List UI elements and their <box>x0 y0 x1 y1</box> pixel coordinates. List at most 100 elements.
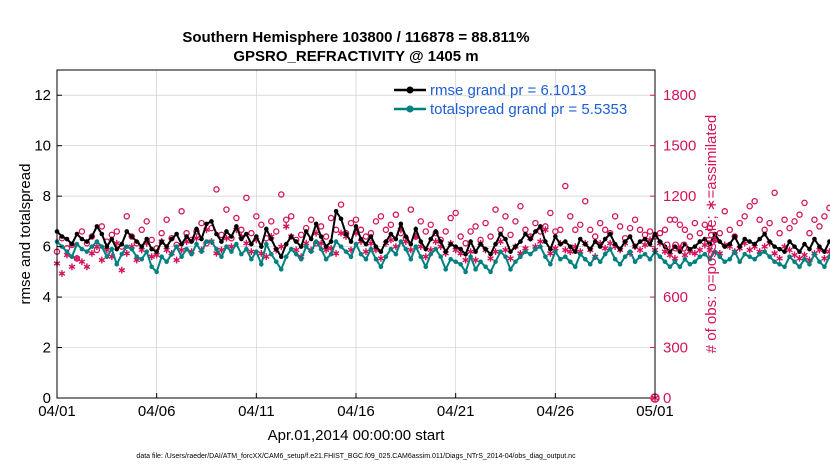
rmse-point <box>99 231 105 237</box>
possible-obs-point <box>138 226 145 234</box>
totalspread-point <box>577 251 583 257</box>
possible-obs-point <box>741 213 748 220</box>
totalspread-point <box>518 254 523 260</box>
totalspread-point <box>119 251 125 257</box>
possible-obs-point <box>282 216 290 223</box>
possible-obs-point <box>557 226 564 234</box>
x-tick-label: 04/01 <box>38 403 76 420</box>
rmse-point <box>807 246 812 252</box>
possible-obs-point <box>322 233 330 240</box>
possible-obs-point <box>158 229 165 237</box>
rmse-point <box>757 236 762 242</box>
possible-obs-point <box>297 231 305 239</box>
rmse-point <box>712 231 718 237</box>
rmse-point <box>817 244 822 249</box>
totalspread-line <box>56 239 830 275</box>
rmse-point <box>383 239 389 244</box>
possible-obs-point <box>223 206 230 213</box>
rmse-point <box>473 249 478 254</box>
totalspread-point <box>428 251 434 257</box>
rmse-point <box>612 241 618 247</box>
rmse-point <box>398 221 404 227</box>
possible-obs-point <box>751 197 758 205</box>
rmse-point <box>662 244 668 249</box>
rmse-point <box>293 239 299 244</box>
totalspread-point <box>134 254 140 260</box>
rmse-point <box>448 241 453 247</box>
totalspread-point <box>273 259 279 265</box>
possible-obs-point <box>686 233 694 240</box>
rmse-point <box>234 224 239 229</box>
possible-obs-point <box>746 202 753 210</box>
assimilated-obs-point <box>98 256 106 264</box>
assimilated-obs-point <box>746 246 753 254</box>
rmse-point <box>523 231 528 237</box>
rmse-point <box>119 241 125 247</box>
left-tick-label: 8 <box>43 188 51 205</box>
possible-obs-point <box>372 218 380 225</box>
totalspread-point <box>184 246 189 252</box>
rmse-point <box>179 241 184 247</box>
possible-obs-point <box>467 228 474 235</box>
rmse-point <box>617 246 623 252</box>
totalspread-point <box>642 251 648 257</box>
totalspread-point <box>438 254 444 260</box>
possible-obs-point <box>273 228 280 235</box>
possible-obs-point <box>442 228 449 235</box>
rmse-point <box>174 231 179 237</box>
possible-obs-point <box>656 229 664 237</box>
rmse-point <box>318 234 324 239</box>
totalspread-point <box>567 259 573 265</box>
rmse-point <box>692 244 698 249</box>
totalspread-point <box>662 259 668 265</box>
possible-obs-point <box>123 213 131 220</box>
totalspread-point <box>89 244 95 249</box>
totalspread-point <box>787 254 792 260</box>
assimilated-obs-point <box>701 241 709 249</box>
possible-obs-point <box>696 229 704 237</box>
totalspread-point <box>617 261 623 267</box>
possible-obs-point <box>507 231 514 239</box>
totalspread-point <box>313 239 319 244</box>
rmse-point <box>423 246 429 252</box>
totalspread-point <box>169 251 174 257</box>
rmse-point <box>338 216 344 222</box>
totalspread-point <box>144 249 149 254</box>
rmse-point <box>104 244 110 249</box>
rmse-point <box>64 236 70 242</box>
assimilated-obs-point <box>93 243 101 251</box>
totalspread-point <box>722 259 728 265</box>
rmse-point <box>717 239 723 244</box>
totalspread-point <box>632 259 638 265</box>
assimilated-obs-point <box>282 223 290 230</box>
possible-obs-point <box>268 218 275 225</box>
rmse-point <box>283 241 289 247</box>
rmse-point <box>428 236 434 242</box>
totalspread-point <box>264 241 269 247</box>
possible-obs-point <box>821 213 828 220</box>
possible-obs-point <box>317 223 325 230</box>
rmse-point <box>463 251 468 257</box>
assimilated-obs-point <box>497 238 504 245</box>
possible-obs-point <box>581 197 589 205</box>
left-tick-label: 4 <box>43 289 51 306</box>
totalspread-point <box>293 251 299 257</box>
assimilated-obs-point <box>432 238 440 245</box>
rmse-point <box>184 234 189 239</box>
assimilated-obs-point <box>706 246 714 254</box>
possible-obs-point <box>452 209 459 217</box>
possible-obs-point <box>98 223 106 230</box>
totalspread-point <box>607 246 613 252</box>
x-axis-label: Apr.01,2014 00:00:00 start <box>268 427 446 444</box>
rmse-point <box>822 249 827 254</box>
totalspread-point <box>727 256 733 262</box>
left-axis: 0 2 4 6 8 10 12 <box>34 87 62 407</box>
totalspread-point <box>343 249 349 254</box>
totalspread-point <box>672 259 678 265</box>
rmse-point <box>458 246 463 252</box>
rmse-point <box>488 251 493 257</box>
totalspread-point <box>747 254 752 260</box>
rmse-point <box>288 234 294 239</box>
possible-obs-point <box>646 228 654 235</box>
